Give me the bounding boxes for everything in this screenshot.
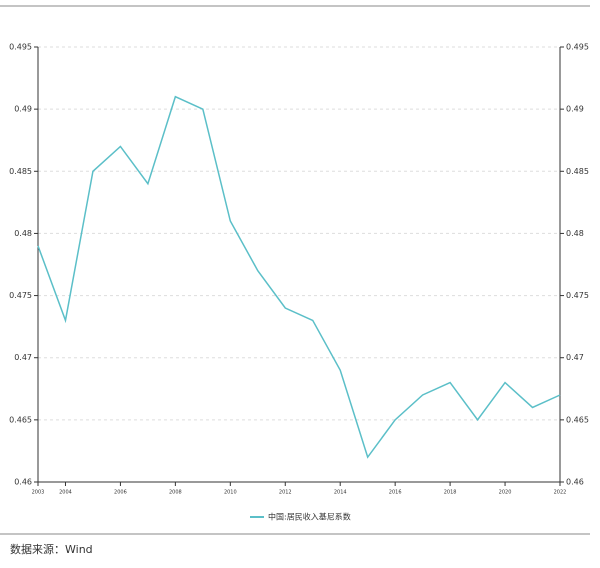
x-tick-label: 2012 xyxy=(279,490,292,496)
y-tick-label: 0.475 xyxy=(9,291,32,300)
y-tick-label: 0.495 xyxy=(9,43,32,52)
y2-tick-label: 0.495 xyxy=(566,43,589,52)
y2-tick-label: 0.475 xyxy=(566,291,589,300)
x-tick-label: 2022 xyxy=(554,490,567,496)
y2-tick-label: 0.47 xyxy=(566,353,584,362)
x-tick-label: 2004 xyxy=(59,490,72,496)
y-tick-label: 0.47 xyxy=(14,353,32,362)
y2-tick-label: 0.49 xyxy=(566,105,584,114)
x-tick-label: 2016 xyxy=(389,490,402,496)
y2-tick-label: 0.46 xyxy=(566,478,584,487)
y2-tick-label: 0.48 xyxy=(566,229,584,238)
y-tick-label: 0.485 xyxy=(9,167,32,176)
data-line xyxy=(37,95,561,459)
x-tick-label: 2020 xyxy=(499,490,512,496)
source-note: 数据来源：Wind xyxy=(10,542,93,556)
x-tick-label: 2018 xyxy=(444,490,457,496)
y-tick-label: 0.49 xyxy=(14,105,32,114)
x-tick-label: 2008 xyxy=(169,490,182,496)
y-tick-label: 0.48 xyxy=(14,229,32,238)
x-tick-label: 2010 xyxy=(224,490,237,496)
x-tick-label: 2006 xyxy=(114,490,127,496)
legend-label: 中国:居民收入基尼系数 xyxy=(268,512,351,522)
y-tick-label: 0.465 xyxy=(9,415,32,424)
x-tick-label: 2014 xyxy=(334,490,347,496)
x-tick-label: 2003 xyxy=(32,490,45,496)
y2-tick-label: 0.485 xyxy=(566,167,589,176)
y2-tick-label: 0.465 xyxy=(566,415,589,424)
y-tick-label: 0.46 xyxy=(14,478,32,487)
